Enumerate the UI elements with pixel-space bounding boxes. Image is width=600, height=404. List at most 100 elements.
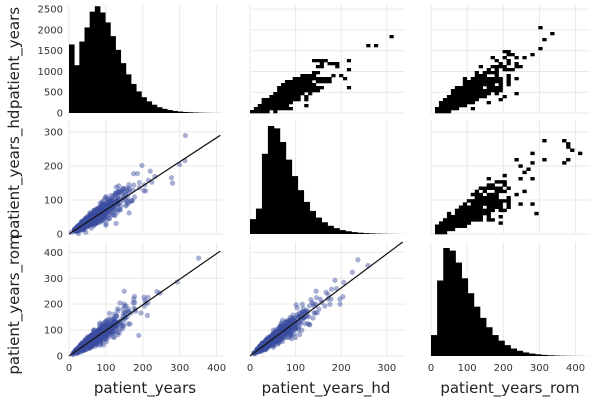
histogram-bar-patient_years_hd	[268, 126, 274, 234]
density-cell-hd-vs-rom	[487, 187, 491, 190]
density-cell-hd-vs-rom	[487, 202, 491, 205]
scatter-point-rom-vs-hd	[307, 322, 312, 327]
density-cell-hd-vs-rom	[479, 199, 483, 202]
density-cell-hd-vs-rom	[463, 215, 467, 218]
density-cell-years-vs-hd	[269, 101, 273, 104]
density-cell-years-vs-rom	[463, 95, 467, 98]
density-cell-years-vs-hd	[366, 44, 370, 47]
density-cell-years-vs-hd	[262, 107, 266, 110]
density-cell-years-vs-hd	[304, 95, 308, 98]
density-cell-hd-vs-rom	[467, 212, 471, 215]
density-cell-hd-vs-rom	[443, 228, 447, 231]
density-cell-hd-vs-rom	[471, 199, 475, 202]
density-cell-hd-vs-rom	[499, 206, 503, 209]
x-axis-label-patient-years-rom: patient_years_rom	[440, 379, 579, 398]
density-cell-years-vs-rom	[451, 95, 455, 98]
density-cell-years-vs-hd	[331, 62, 335, 65]
density-cell-hd-vs-rom	[499, 215, 503, 218]
density-cell-years-vs-rom	[447, 107, 451, 110]
density-cell-hd-vs-rom	[495, 187, 499, 190]
x-tick-label: 200	[332, 363, 351, 374]
density-cell-years-vs-rom	[495, 74, 499, 77]
density-cell-years-vs-hd	[285, 98, 289, 101]
scatter-point-rom-vs-hd	[289, 332, 294, 337]
density-cell-hd-vs-rom	[542, 158, 546, 161]
density-cell-hd-vs-rom	[447, 225, 451, 228]
density-cell-years-vs-hd	[308, 86, 312, 89]
density-cell-years-vs-hd	[266, 107, 270, 110]
density-cell-years-vs-hd	[300, 77, 304, 80]
density-cell-hd-vs-rom	[503, 190, 507, 193]
density-cell-years-vs-rom	[495, 80, 499, 83]
scatter-point-hd-vs-years	[139, 163, 144, 168]
density-cell-years-vs-rom	[538, 47, 542, 50]
scatter-point-hd-vs-years	[104, 194, 109, 199]
density-cell-years-vs-hd	[312, 71, 316, 74]
scatter-point-rom-vs-hd	[288, 315, 293, 320]
x-tick-label: 100	[286, 363, 305, 374]
density-cell-years-vs-rom	[439, 101, 443, 104]
density-cell-hd-vs-rom	[495, 180, 499, 183]
density-cell-years-vs-rom	[479, 65, 483, 68]
density-cell-years-vs-hd	[320, 65, 324, 68]
histogram-bar-patient_years	[167, 110, 173, 113]
density-cell-hd-vs-rom	[483, 202, 487, 205]
density-cell-years-vs-hd	[289, 83, 293, 86]
density-cell-hd-vs-rom	[507, 199, 511, 202]
density-cell-years-vs-hd	[281, 83, 285, 86]
density-cell-years-vs-hd	[281, 95, 285, 98]
density-cell-hd-vs-rom	[459, 209, 463, 212]
density-cell-hd-vs-rom	[467, 221, 471, 224]
density-cell-years-vs-hd	[324, 77, 328, 80]
density-cell-years-vs-hd	[347, 59, 351, 62]
histogram-bar-patient_years_hd	[351, 232, 357, 234]
density-cell-hd-vs-rom	[435, 225, 439, 228]
density-cell-hd-vs-rom	[495, 206, 499, 209]
density-cell-years-vs-rom	[550, 32, 554, 35]
density-cell-hd-vs-rom	[447, 221, 451, 224]
scatter-point-rom-vs-years	[138, 310, 143, 315]
density-cell-years-vs-rom	[495, 71, 499, 74]
density-cell-hd-vs-rom	[471, 202, 475, 205]
density-cell-years-vs-hd	[277, 104, 281, 107]
density-cell-years-vs-hd	[304, 80, 308, 83]
histogram-bar-patient_years_hd	[357, 233, 363, 234]
density-cell-years-vs-hd	[285, 95, 289, 98]
x-tick-label: 0	[428, 363, 434, 374]
density-cell-hd-vs-rom	[491, 193, 495, 196]
density-cell-hd-vs-rom	[475, 209, 479, 212]
density-cell-hd-vs-rom	[463, 218, 467, 221]
scatter-point-rom-vs-years	[121, 301, 126, 306]
density-cell-hd-vs-rom	[447, 228, 451, 231]
y-tick-label: 100	[44, 326, 63, 337]
density-cell-years-vs-hd	[293, 89, 297, 92]
density-cell-years-vs-rom	[447, 98, 451, 101]
histogram-bar-patient_years_rom	[480, 318, 487, 356]
histogram-bar-patient_years_rom	[431, 335, 438, 356]
density-cell-hd-vs-rom	[467, 209, 471, 212]
density-cell-hd-vs-rom	[522, 190, 526, 193]
density-cell-years-vs-rom	[514, 77, 518, 80]
histogram-bar-patient_years_hd	[280, 142, 286, 234]
density-cell-years-vs-hd	[273, 98, 277, 101]
density-cell-years-vs-rom	[479, 80, 483, 83]
density-cell-hd-vs-rom	[475, 199, 479, 202]
density-cell-years-vs-rom	[455, 92, 459, 95]
density-cell-years-vs-rom	[447, 104, 451, 107]
y-tick-label: 0	[57, 230, 63, 241]
density-cell-years-vs-rom	[487, 92, 491, 95]
density-cell-years-vs-hd	[269, 104, 273, 107]
density-cell-hd-vs-rom	[487, 196, 491, 199]
histogram-bar-patient_years_hd	[298, 190, 304, 234]
density-cell-years-vs-hd	[293, 83, 297, 86]
x-tick-label: 0	[66, 363, 72, 374]
scatter-point-rom-vs-hd	[355, 257, 360, 262]
density-cell-years-vs-rom	[443, 101, 447, 104]
density-cell-years-vs-hd	[293, 92, 297, 95]
density-cell-years-vs-rom	[507, 68, 511, 71]
y-tick-label: 200	[44, 161, 63, 172]
density-cell-years-vs-rom	[435, 110, 439, 113]
density-cell-hd-vs-rom	[499, 187, 503, 190]
density-cell-hd-vs-rom	[459, 218, 463, 221]
density-cell-years-vs-rom	[491, 56, 495, 59]
